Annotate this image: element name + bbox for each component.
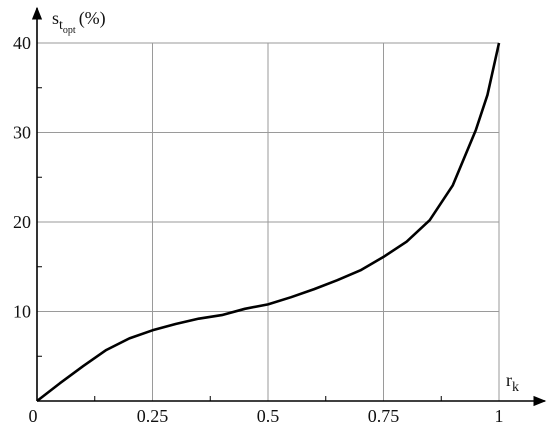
y-axis-label: stopt(%) <box>52 8 106 36</box>
y-tick-label: 30 <box>13 123 31 143</box>
x-tick-label: 0.25 <box>137 406 169 426</box>
data-line <box>36 42 501 403</box>
y-label-sub: t <box>59 18 63 33</box>
x-tick-label: 0.75 <box>368 406 400 426</box>
x-label-sub: k <box>512 380 519 395</box>
x-label-main: r <box>506 370 512 390</box>
y-label-main: s <box>52 8 59 28</box>
x-tick-label: 0 <box>29 406 38 426</box>
x-tick-label: 1 <box>495 406 504 426</box>
y-tick-label: 20 <box>13 212 31 232</box>
y-tick-label: 40 <box>13 33 31 53</box>
y-label-unit: (%) <box>79 8 106 29</box>
x-tick-label: 0.5 <box>257 406 280 426</box>
y-tick-label: 10 <box>13 302 31 322</box>
grid <box>37 42 500 401</box>
y-label-subsub: opt <box>63 25 76 36</box>
x-axis-label: rk <box>506 370 519 395</box>
